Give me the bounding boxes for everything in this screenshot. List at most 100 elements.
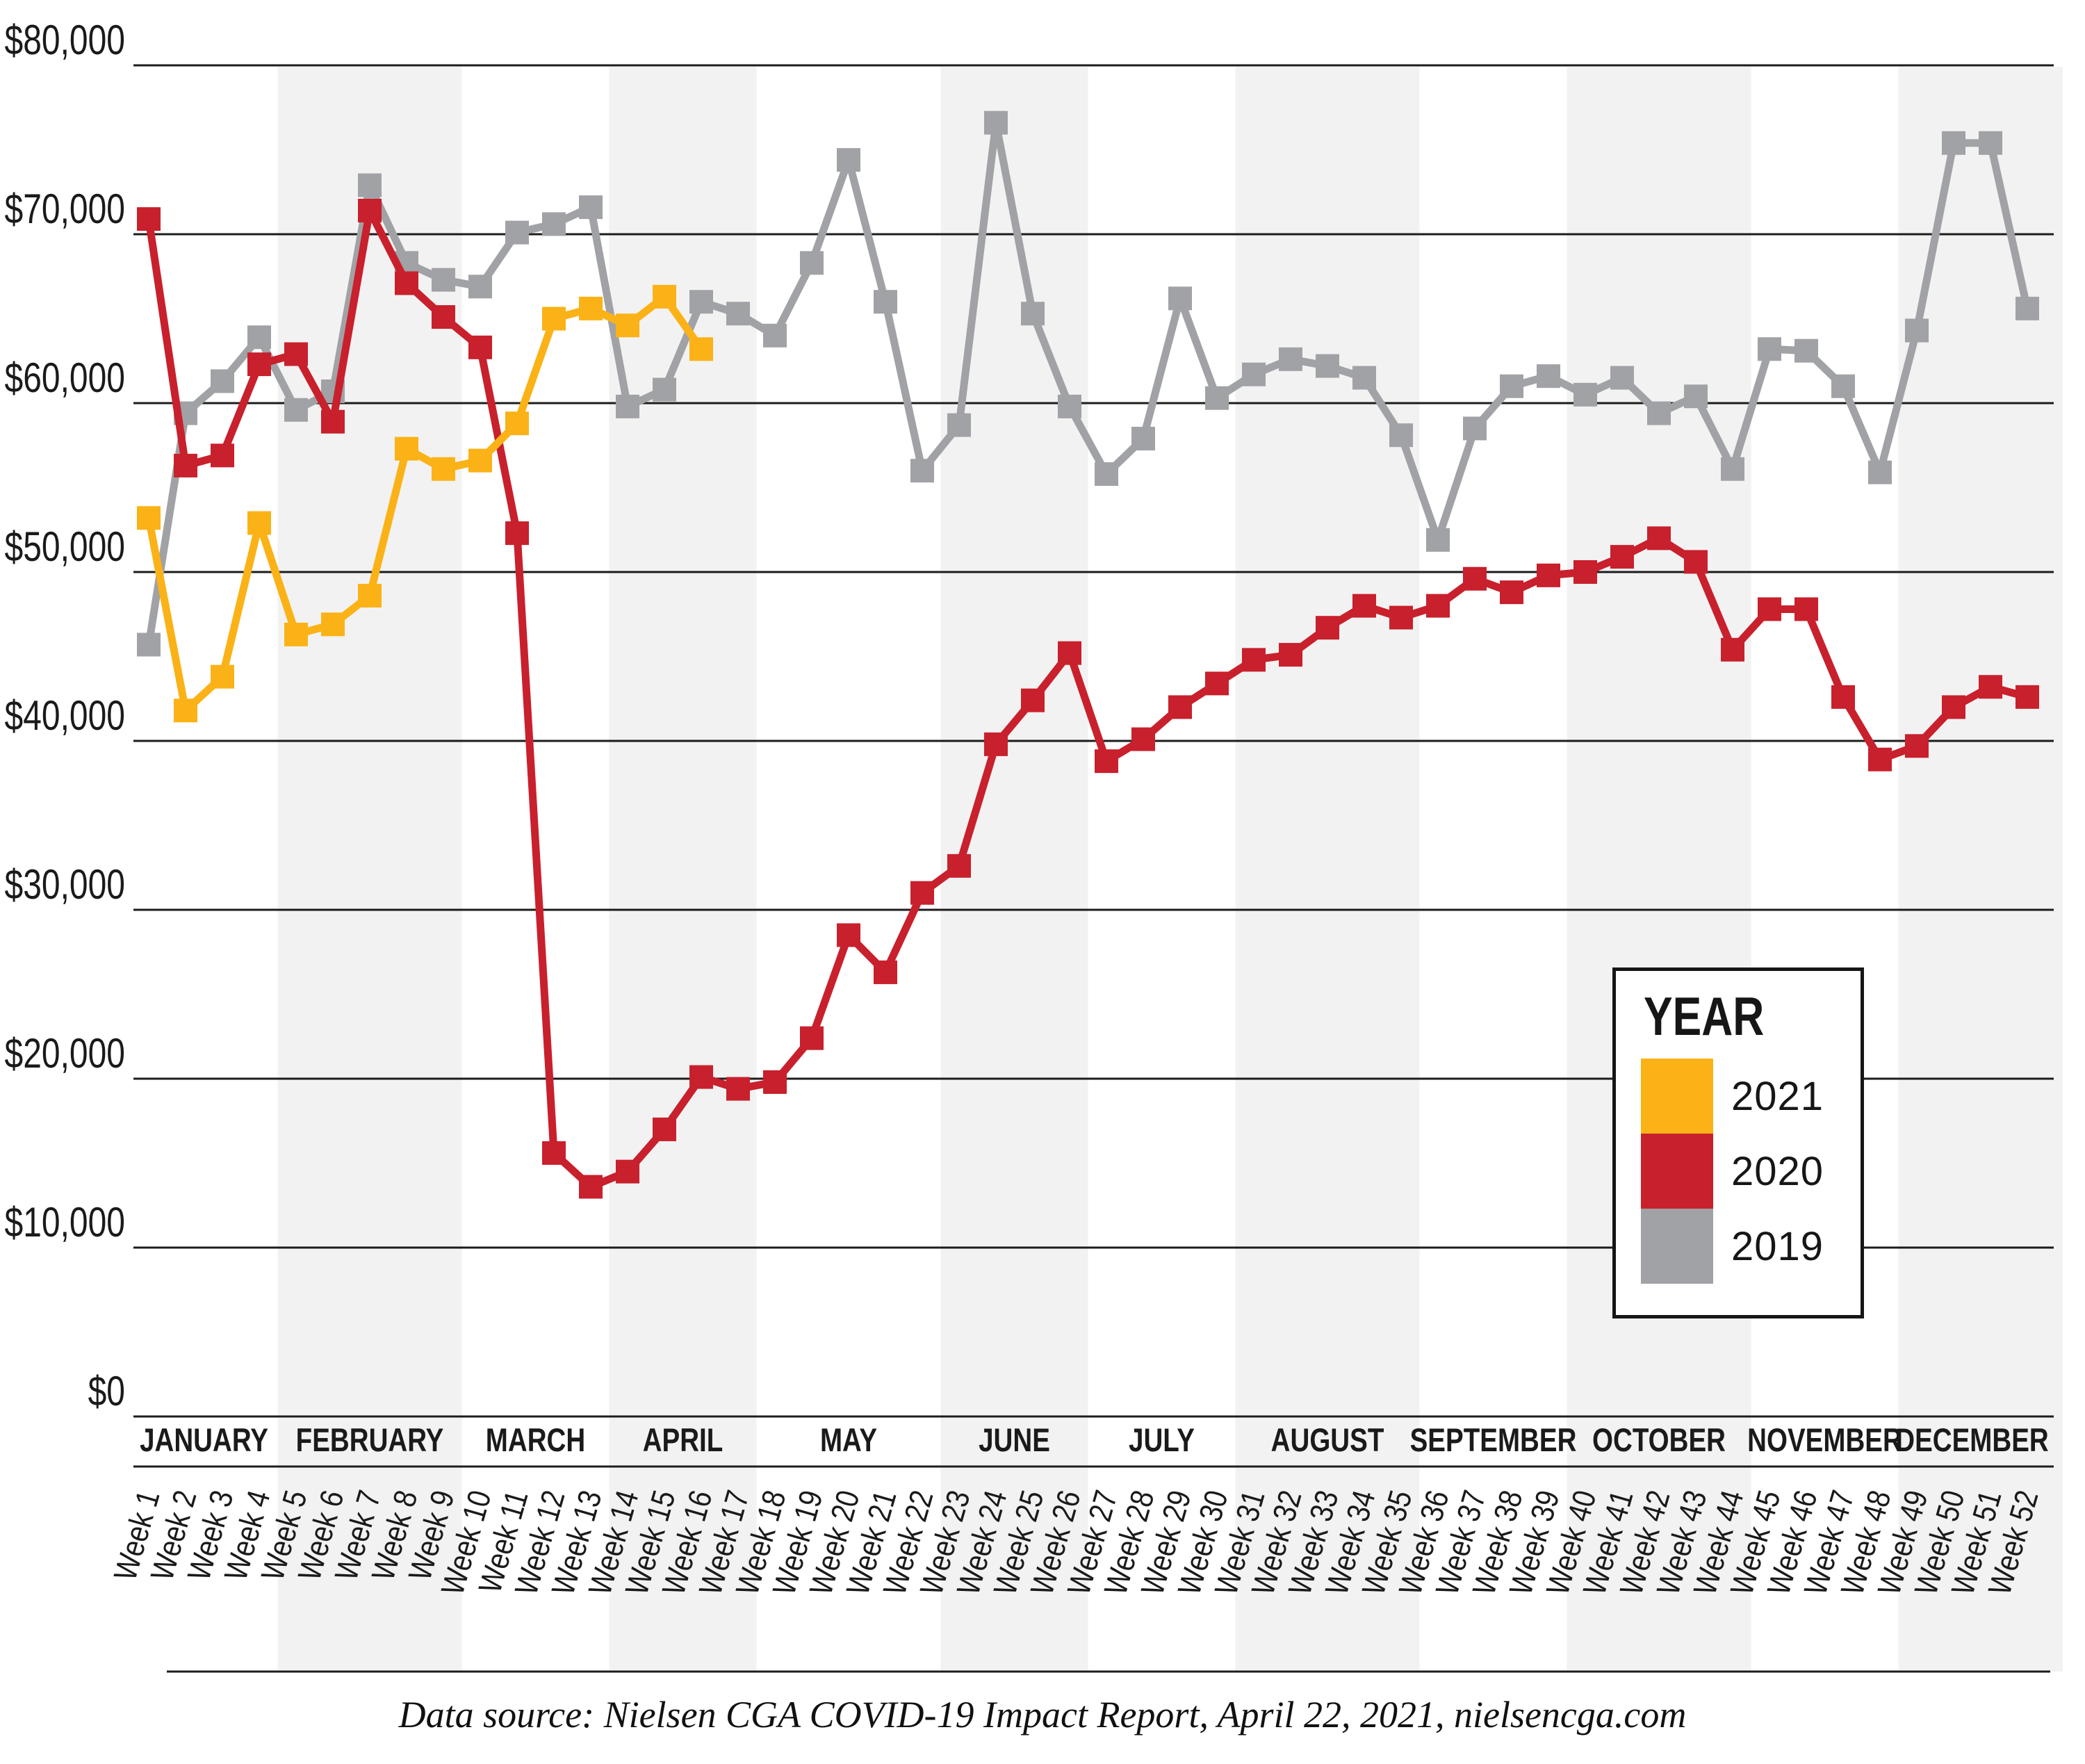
data-point-2019-week-20 bbox=[837, 148, 860, 172]
data-point-2020-week-7 bbox=[358, 198, 382, 222]
month-label-december: DECEMBER bbox=[1895, 1422, 2049, 1458]
data-point-2019-week-36 bbox=[1426, 528, 1450, 552]
legend-swatch-2019-icon bbox=[1641, 1209, 1713, 1284]
data-point-2019-week-40 bbox=[1573, 382, 1597, 407]
data-point-2021-week-11 bbox=[505, 411, 529, 436]
data-point-2020-week-28 bbox=[1131, 727, 1155, 751]
data-point-2019-week-49 bbox=[1905, 318, 1929, 343]
data-source-caption: Data source: Nielsen CGA COVID-19 Impact… bbox=[398, 1694, 1687, 1736]
data-point-2020-week-13 bbox=[579, 1175, 603, 1199]
legend-item-label: 2020 bbox=[1731, 1148, 1824, 1194]
data-point-2020-week-31 bbox=[1242, 648, 1266, 672]
legend-item-label: 2019 bbox=[1731, 1223, 1824, 1269]
month-band-october bbox=[1567, 67, 1751, 1672]
month-label-october: OCTOBER bbox=[1592, 1422, 1726, 1458]
data-point-2019-week-23 bbox=[947, 413, 971, 437]
data-point-2019-week-22 bbox=[910, 459, 934, 483]
data-point-2019-week-46 bbox=[1794, 338, 1818, 363]
data-point-2021-week-3 bbox=[211, 664, 234, 689]
y-axis-label: $10,000 bbox=[4, 1199, 125, 1246]
y-axis-label: $70,000 bbox=[4, 186, 125, 232]
data-point-2020-week-35 bbox=[1389, 605, 1413, 630]
data-point-2019-week-38 bbox=[1500, 374, 1523, 398]
series-2019-line bbox=[145, 119, 2031, 648]
data-point-2021-week-6 bbox=[321, 612, 345, 637]
data-point-2019-week-52 bbox=[2015, 296, 2039, 320]
data-point-2020-week-1 bbox=[137, 207, 161, 231]
data-point-2020-week-40 bbox=[1573, 560, 1597, 584]
data-point-2020-week-11 bbox=[505, 521, 529, 546]
data-point-2020-week-17 bbox=[726, 1077, 750, 1101]
month-label-may: MAY bbox=[820, 1422, 877, 1458]
data-point-2020-week-10 bbox=[468, 335, 492, 359]
series-2021 bbox=[137, 284, 713, 723]
data-point-2019-week-4 bbox=[247, 325, 271, 350]
data-point-2019-week-11 bbox=[505, 220, 529, 245]
data-point-2019-week-25 bbox=[1021, 302, 1045, 326]
data-point-2019-week-26 bbox=[1058, 394, 1081, 418]
data-point-2019-week-51 bbox=[1979, 131, 2002, 155]
data-point-2019-week-16 bbox=[689, 290, 713, 314]
legend-item-2019: 2019 bbox=[1641, 1209, 1824, 1284]
data-point-2020-week-14 bbox=[616, 1159, 639, 1184]
data-point-2020-week-21 bbox=[874, 960, 897, 984]
data-point-2020-week-49 bbox=[1905, 734, 1929, 758]
data-point-2020-week-36 bbox=[1426, 594, 1450, 618]
legend: YEAR 2021 2020 2019 bbox=[1612, 967, 1864, 1318]
data-point-2019-week-7 bbox=[358, 173, 382, 197]
y-axis-label: $40,000 bbox=[4, 692, 125, 739]
data-point-2019-week-12 bbox=[542, 212, 566, 236]
data-point-2020-week-33 bbox=[1316, 616, 1339, 640]
month-label-september: SEPTEMBER bbox=[1410, 1422, 1577, 1458]
data-point-2019-week-29 bbox=[1168, 286, 1192, 311]
data-point-2019-week-14 bbox=[616, 394, 639, 418]
legend-title: YEAR bbox=[1644, 986, 1765, 1047]
legend-item-label: 2021 bbox=[1731, 1073, 1824, 1119]
data-point-2020-week-32 bbox=[1279, 643, 1302, 667]
data-point-2020-week-9 bbox=[432, 305, 455, 329]
data-point-2020-week-37 bbox=[1463, 566, 1487, 591]
data-point-2020-week-16 bbox=[689, 1065, 713, 1089]
data-point-2020-week-22 bbox=[910, 881, 934, 905]
data-point-2021-week-4 bbox=[247, 511, 271, 535]
data-point-2019-week-28 bbox=[1131, 427, 1155, 451]
data-point-2019-week-3 bbox=[211, 369, 234, 393]
data-point-2021-week-9 bbox=[432, 457, 455, 481]
data-point-2020-week-48 bbox=[1868, 747, 1892, 771]
data-point-2019-week-41 bbox=[1610, 366, 1634, 390]
data-point-2019-week-39 bbox=[1537, 364, 1560, 389]
data-point-2020-week-26 bbox=[1058, 641, 1081, 665]
data-point-2020-week-15 bbox=[653, 1117, 676, 1141]
data-point-2019-week-10 bbox=[468, 275, 492, 299]
data-point-2020-week-24 bbox=[984, 732, 1008, 756]
data-point-2019-week-48 bbox=[1868, 460, 1892, 484]
data-point-2020-week-19 bbox=[800, 1026, 824, 1050]
data-point-2019-week-35 bbox=[1389, 423, 1413, 448]
month-label-july: JULY bbox=[1129, 1422, 1195, 1458]
data-point-2020-week-38 bbox=[1500, 580, 1523, 605]
data-point-2020-week-25 bbox=[1021, 688, 1045, 712]
y-axis-label: $50,000 bbox=[4, 523, 125, 570]
y-axis-label: $0 bbox=[88, 1368, 125, 1414]
data-point-2021-week-10 bbox=[468, 448, 492, 473]
month-label-february: FEBRUARY bbox=[296, 1422, 444, 1458]
data-point-2020-week-44 bbox=[1721, 637, 1744, 662]
data-point-2020-week-34 bbox=[1352, 594, 1376, 618]
data-point-2019-week-43 bbox=[1684, 384, 1708, 409]
data-point-2020-week-30 bbox=[1205, 671, 1229, 696]
legend-swatch-2021-icon bbox=[1641, 1059, 1713, 1134]
legend-item-2021: 2021 bbox=[1641, 1059, 1824, 1134]
data-point-2019-week-27 bbox=[1095, 462, 1118, 487]
data-point-2021-week-16 bbox=[689, 337, 713, 361]
data-point-2019-week-13 bbox=[579, 195, 603, 220]
data-point-2020-week-2 bbox=[174, 453, 197, 477]
data-point-2021-week-5 bbox=[284, 622, 308, 646]
month-label-april: APRIL bbox=[643, 1422, 723, 1458]
month-label-june: JUNE bbox=[979, 1422, 1050, 1458]
gridlines bbox=[133, 64, 2054, 1418]
data-point-2021-week-13 bbox=[579, 296, 603, 320]
data-point-2019-week-15 bbox=[653, 377, 676, 402]
series-2020 bbox=[137, 198, 2039, 1199]
